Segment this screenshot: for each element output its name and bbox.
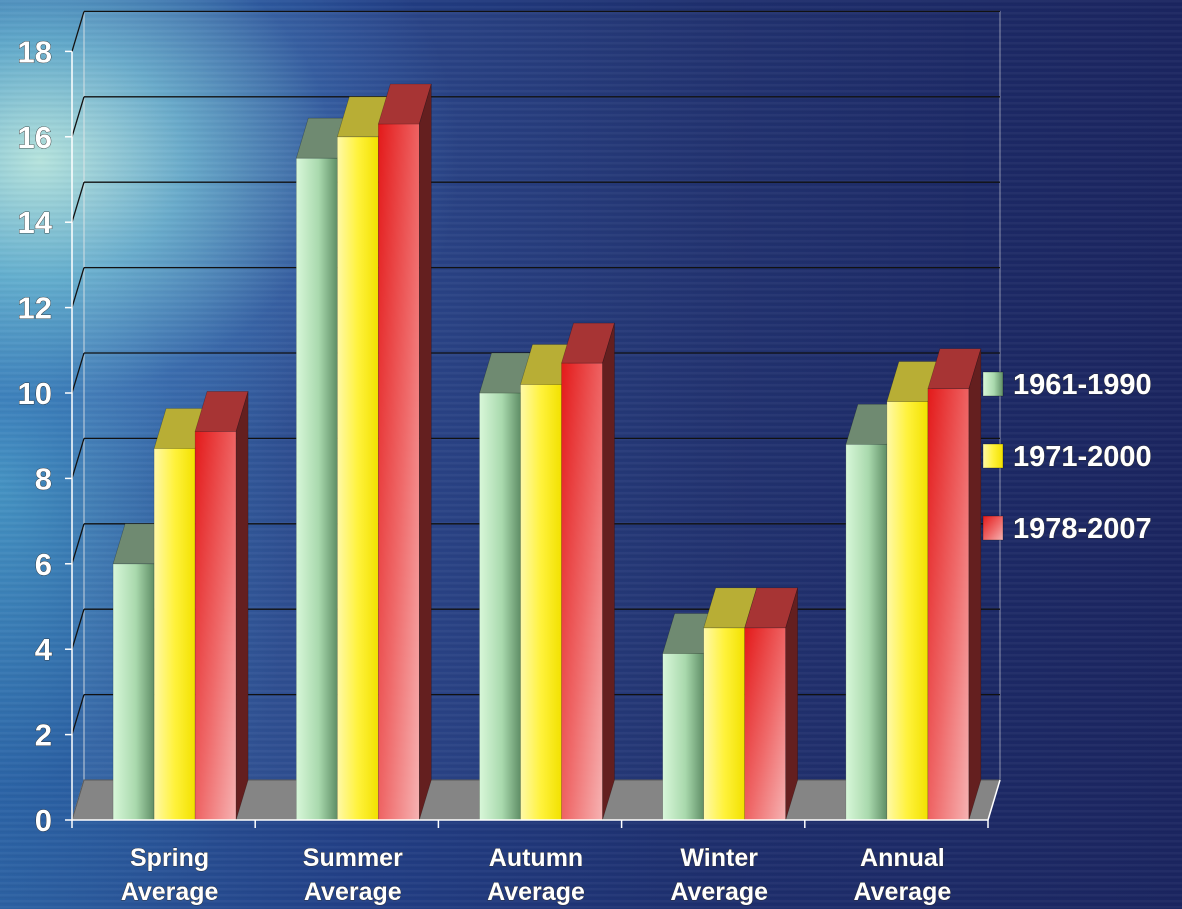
x-category-label: Autumn xyxy=(489,844,583,872)
bar-front xyxy=(336,136,379,821)
y-tick-label: 2 xyxy=(35,718,52,753)
y-tick-label: 12 xyxy=(18,291,52,326)
y-tick-label: 6 xyxy=(35,547,52,582)
bar-front xyxy=(886,401,929,821)
bar-front xyxy=(662,653,705,821)
gridline-side xyxy=(71,352,85,394)
y-tick-label: 4 xyxy=(35,632,53,667)
y-axis: 0 2 4 6 8 10 12 14 16 18 xyxy=(17,34,73,838)
bar-1978-2007-2 xyxy=(561,322,615,821)
legend-swatch xyxy=(982,371,1004,397)
x-category-label: Average xyxy=(121,878,219,906)
bar-1961-1990-4 xyxy=(845,403,900,821)
bar-front xyxy=(377,123,420,821)
x-category-label: Spring xyxy=(130,844,209,872)
y-tick-label: 0 xyxy=(35,803,52,838)
bar-side xyxy=(968,348,982,821)
gridline-side xyxy=(71,96,85,137)
legend-item-1971-2000: 1971-2000 xyxy=(982,441,1152,473)
y-tick-label: 14 xyxy=(18,205,53,240)
x-axis: Spring Average Summer Average Autumn Average W… xyxy=(71,779,1001,906)
legend-label: 1971-2000 xyxy=(1013,441,1152,473)
bar-side xyxy=(235,391,249,821)
gridline-side xyxy=(71,694,85,735)
gridline-side xyxy=(71,182,85,223)
legend: 1961-1990 1971-2000 1978-2007 xyxy=(982,369,1152,545)
x-category-label: Average xyxy=(304,878,402,906)
x-category-label: Annual xyxy=(860,844,945,872)
x-category-label: Winter xyxy=(680,844,758,872)
bar-front xyxy=(561,362,603,821)
legend-item-1978-2007: 1978-2007 xyxy=(982,513,1152,545)
y-tick-label: 10 xyxy=(18,376,52,411)
gridline-side xyxy=(71,267,85,308)
bar-1978-2007-0 xyxy=(194,391,249,821)
gridline-side xyxy=(71,438,85,479)
bar-1971-2000-2 xyxy=(520,344,574,821)
bar-front xyxy=(845,443,888,821)
bar-1978-2007-1 xyxy=(377,83,432,821)
y-tick-label: 16 xyxy=(18,120,52,155)
gridline-side xyxy=(71,11,85,52)
y-tick-label: 18 xyxy=(18,34,52,69)
gridline-side xyxy=(71,523,85,564)
bar-1961-1990-1 xyxy=(295,117,350,821)
bar-1971-2000-3 xyxy=(703,587,758,821)
bar-front xyxy=(194,431,237,821)
legend-swatch xyxy=(982,443,1004,469)
bar-front xyxy=(744,627,787,821)
legend-label: 1961-1990 xyxy=(1013,369,1152,401)
bar-1978-2007-3 xyxy=(744,587,799,821)
x-category-label: Average xyxy=(854,878,952,906)
bar-front xyxy=(112,563,155,821)
bar-front xyxy=(153,448,196,821)
x-category-label: Summer xyxy=(303,844,403,872)
x-category-label: Average xyxy=(670,878,768,906)
gridline-side xyxy=(71,609,85,650)
x-category-label: Average xyxy=(487,878,585,906)
bar-1971-2000-0 xyxy=(153,408,208,821)
legend-swatch xyxy=(982,515,1004,541)
bar-front xyxy=(520,384,562,821)
bar-1978-2007-4 xyxy=(927,348,982,821)
bar-side xyxy=(602,323,615,821)
y-tick-label: 8 xyxy=(35,461,52,496)
bar-side xyxy=(418,83,432,821)
bar-1971-2000-1 xyxy=(336,96,391,821)
legend-item-1961-1990: 1961-1990 xyxy=(982,369,1152,401)
bar-1961-1990-3 xyxy=(662,613,717,821)
bar-front xyxy=(295,157,338,821)
bar-front xyxy=(479,392,521,821)
x-axis-edge xyxy=(987,779,1001,821)
bar-front xyxy=(927,388,970,821)
bar-front xyxy=(703,627,746,821)
bar-1961-1990-0 xyxy=(112,523,167,821)
legend-label: 1978-2007 xyxy=(1013,513,1152,545)
bar-side xyxy=(785,587,799,821)
